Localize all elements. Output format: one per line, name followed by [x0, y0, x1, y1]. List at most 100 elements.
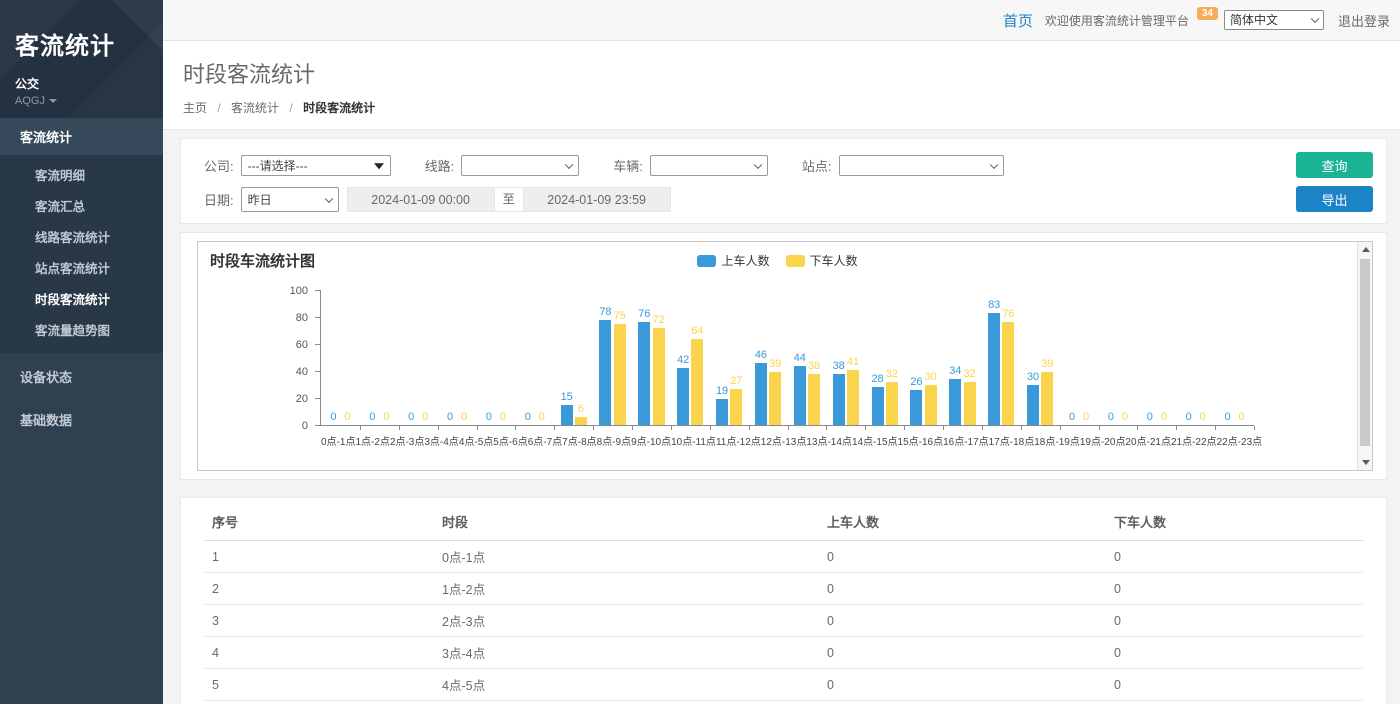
bar [613, 323, 626, 425]
table-cell: 3 [204, 604, 434, 637]
home-link[interactable]: 首页 [1002, 12, 1033, 30]
col-header-boarding: 上车人数 [819, 502, 1106, 541]
scrollbar-thumb[interactable] [1360, 259, 1370, 446]
sidebar-subitem[interactable]: 站点客流统计 [35, 262, 111, 276]
bar [754, 362, 767, 425]
x-tick [1020, 426, 1022, 430]
x-tick-label: 3点-4点 [424, 437, 459, 448]
sidebar-subitem[interactable]: 线路客流统计 [35, 231, 111, 245]
bar-value-label: 44 [793, 351, 806, 364]
x-tick [670, 426, 672, 430]
bar-value-label: 76 [1002, 308, 1015, 321]
sidebar-item-device-status[interactable]: 设备状态 [20, 370, 73, 385]
bar [885, 381, 898, 425]
x-tick-label: 0点-1点 [321, 437, 356, 448]
breadcrumb-section[interactable]: 客流统计 [231, 101, 280, 115]
date-label: 日期: [204, 193, 234, 208]
table-row: 2 1点-2点 0 0 [204, 572, 1363, 605]
bar-value-label: 38 [832, 359, 845, 372]
scrollbar-up-arrow[interactable] [1358, 242, 1372, 257]
table-cell: 2点-3点 [434, 604, 819, 637]
app-logo-title: 客流统计 [15, 33, 115, 60]
table-cell: 0 [1106, 700, 1363, 704]
legend-label: 上车人数 [721, 254, 770, 268]
x-tick [1215, 426, 1217, 430]
org-name: 公交 [15, 77, 40, 91]
topbar: 首页 欢迎使用客流统计管理平台 34 简体中文 退出登录 [163, 0, 1400, 41]
bar-group: 26 30 [904, 275, 944, 430]
sidebar-item-passenger-stats[interactable]: 客流统计 [0, 118, 163, 155]
bar [963, 381, 976, 425]
sidebar-submenu: 客流明细客流汇总线路客流统计 站点客流统计 时段客流统计 客流量趋势图 [0, 155, 163, 353]
bar-value-label: 39 [769, 358, 782, 371]
bar-value-label: 0 [1107, 411, 1114, 423]
y-tick-label: 20 [295, 393, 308, 405]
org-code-dropdown[interactable]: AQGJ [15, 95, 163, 107]
x-tick-label: 14点-15点 [851, 437, 898, 448]
station-select[interactable] [838, 155, 1004, 176]
export-button[interactable]: 导出 [1296, 186, 1373, 212]
chart-yaxis: 0 20 40 60 80 100 [198, 285, 320, 432]
bar [716, 399, 729, 425]
notification-badge[interactable]: 34 [1196, 6, 1218, 20]
x-tick [437, 426, 439, 430]
table-cell: 0 [819, 668, 1106, 701]
table-cell: 0 [1106, 636, 1363, 669]
x-tick-label: 6点-7点 [527, 437, 563, 448]
legend-item[interactable]: 下车人数 [785, 252, 858, 269]
caret-down-icon [48, 99, 57, 104]
bar-value-label: 83 [988, 298, 1001, 311]
query-button[interactable]: 查询 [1296, 152, 1373, 178]
date-preset-select[interactable]: 昨日 [240, 187, 339, 212]
date-from-input[interactable] [346, 187, 495, 212]
sidebar-subitem[interactable]: 客流量趋势图 [35, 324, 111, 338]
x-tick [476, 426, 478, 430]
bar-value-label: 0 [524, 411, 531, 423]
y-tick-label: 0 [301, 420, 308, 432]
bar-value-label: 0 [408, 411, 415, 423]
bar [1027, 384, 1040, 425]
language-select[interactable]: 简体中文 [1223, 10, 1324, 30]
scrollbar-down-arrow[interactable] [1358, 455, 1372, 470]
table-body: 1 0点-1点 0 0 2 1点-2点 0 0 3 2点-3点 0 0 4 3点-4点 0 0 5 4点-5点 0 0… [204, 540, 1363, 704]
bar-value-label: 76 [638, 308, 651, 321]
company-select[interactable]: ---请选择--- [240, 155, 391, 176]
bar-value-label: 0 [1146, 411, 1153, 423]
bar-value-label: 75 [613, 309, 626, 322]
sidebar: 客流统计 公交 AQGJ 客流统计 客流明细客流汇总线路客流统计 站点客流统计 时段… [0, 0, 163, 704]
legend-item[interactable]: 上车人数 [697, 252, 770, 269]
line-select[interactable] [461, 155, 580, 176]
bar-value-label: 34 [949, 365, 962, 378]
bar [769, 372, 782, 425]
bar-value-label: 0 [485, 411, 492, 423]
sidebar-subitem[interactable]: 时段客流统计 [35, 293, 111, 307]
sidebar-item-base-data[interactable]: 基础数据 [20, 413, 73, 428]
bar-value-label: 0 [1185, 411, 1192, 423]
date-range-separator: 至 [494, 187, 523, 212]
bar [691, 338, 704, 425]
table-row: 4 3点-4点 0 0 [204, 636, 1363, 669]
table-cell: 0 [1106, 572, 1363, 605]
sidebar-subitem[interactable]: 客流明细 [35, 169, 86, 183]
chart-vertical-scrollbar [1357, 242, 1372, 470]
date-to-input[interactable] [522, 187, 671, 212]
sidebar-logo-area: 客流统计 公交 AQGJ [0, 0, 163, 118]
vehicle-select[interactable] [649, 155, 768, 176]
bar-value-label: 78 [599, 305, 612, 318]
bar [599, 319, 612, 425]
x-tick-label: 19点-20点 [1079, 437, 1126, 448]
logout-link[interactable]: 退出登录 [1337, 13, 1390, 29]
y-tick-label: 60 [295, 339, 308, 351]
breadcrumb-home[interactable]: 主页 [183, 101, 208, 115]
table-cell: 5 [204, 668, 434, 701]
bar-value-label: 72 [652, 313, 665, 326]
table-cell: 1点-2点 [434, 572, 819, 605]
table-cell: 0 [819, 700, 1106, 704]
sidebar-subitem[interactable]: 客流汇总 [35, 200, 86, 214]
